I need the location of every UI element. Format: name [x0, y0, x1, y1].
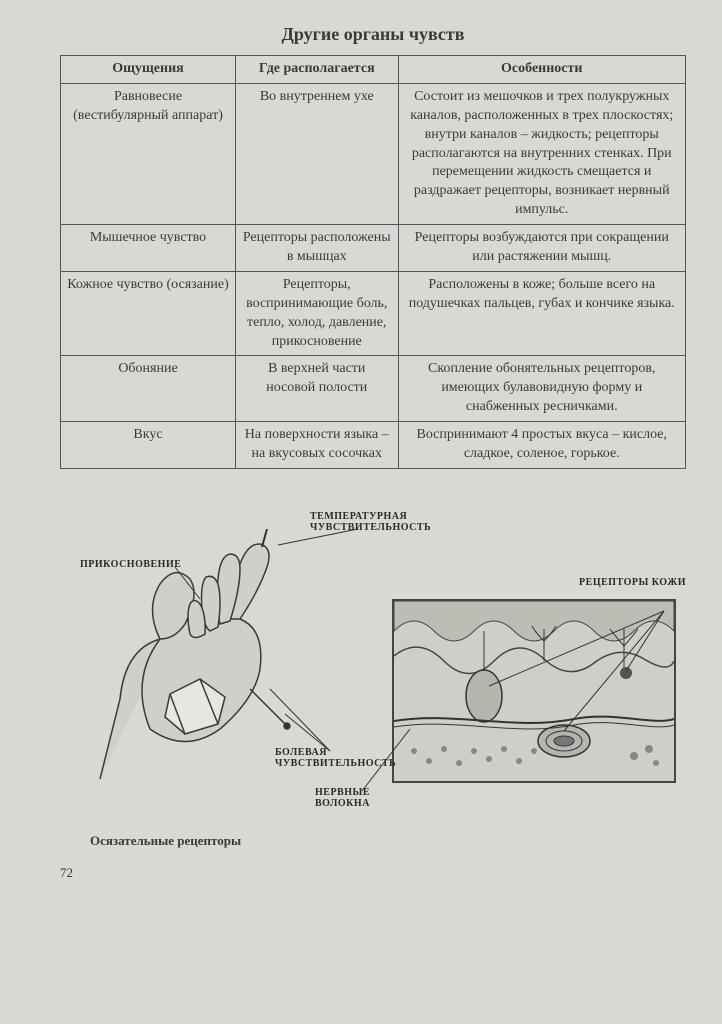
table-row: Вкус На поверхности языка – на вкусовых … [61, 422, 686, 469]
table-cell: Кожное чувство (осязание) [61, 271, 236, 356]
table-cell: Обоняние [61, 356, 236, 422]
table-cell: На поверхности языка – на вкусовых сосоч… [236, 422, 399, 469]
table-cell: Равновесие (вестибулярный аппарат) [61, 83, 236, 224]
table-cell: Вкус [61, 422, 236, 469]
table-cell: Рецепторы, воспринимающие боль, тепло, х… [236, 271, 399, 356]
table-cell: В верхней части носовой полости [236, 356, 399, 422]
table-row: Мышечное чувство Рецепторы расположены в… [61, 225, 686, 272]
page-title: Другие органы чувств [60, 24, 686, 45]
table-header: Ощущения [61, 56, 236, 84]
table-cell: Воспринимают 4 простых вкуса – кислое, с… [398, 422, 686, 469]
table-cell: Во внутреннем ухе [236, 83, 399, 224]
table-cell: Рецепторы расположены в мышцах [236, 225, 399, 272]
table-header: Где располагается [236, 56, 399, 84]
figure-caption: Осязательные рецепторы [60, 833, 686, 849]
table-row: Равновесие (вестибулярный аппарат) Во вн… [61, 83, 686, 224]
leader-lines [60, 489, 680, 829]
figure-tactile-receptors: ПРИКОСНОВЕНИЕ ТЕМПЕРАТУРНАЯ ЧУВСТВИТЕЛЬН… [60, 489, 686, 829]
table-header: Особенности [398, 56, 686, 84]
table-cell: Расположены в коже; больше всего на поду… [398, 271, 686, 356]
table-row: Обоняние В верхней части носовой полости… [61, 356, 686, 422]
page-number: 72 [60, 865, 686, 881]
table-cell: Состоит из мешочков и трех полукружных к… [398, 83, 686, 224]
table-cell: Скопление обонятельных рецепторов, имеющ… [398, 356, 686, 422]
table-row: Кожное чувство (осязание) Рецепторы, вос… [61, 271, 686, 356]
table-cell: Мышечное чувство [61, 225, 236, 272]
senses-table: Ощущения Где располагается Особенности Р… [60, 55, 686, 469]
table-cell: Рецепторы возбуждаются при сокращении ил… [398, 225, 686, 272]
